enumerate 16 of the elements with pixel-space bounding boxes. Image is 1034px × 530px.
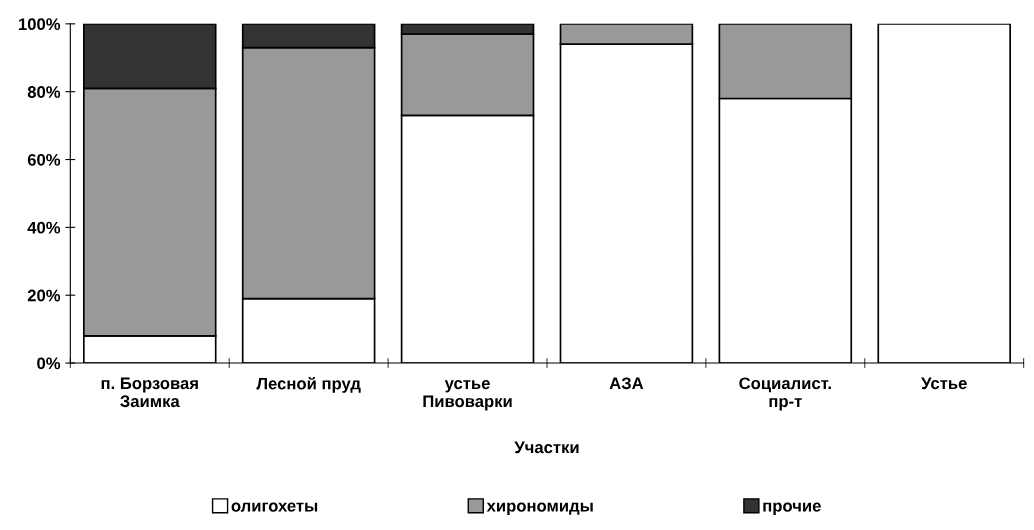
y-tick-label: 40% <box>27 221 61 234</box>
x-tick-label: Устье <box>921 377 967 390</box>
legend-label: олигохеты <box>231 502 318 512</box>
x-tick-label: п. Борзовая Заимка <box>101 377 198 408</box>
y-tick-label: 80% <box>27 86 61 98</box>
y-tick-label: 100% <box>19 18 61 31</box>
y-tick-label: 0% <box>37 357 61 370</box>
x-tick-label: устье Пивоварки <box>423 380 512 411</box>
y-tick-label: 60% <box>27 153 61 166</box>
legend-label: прочие <box>763 502 821 515</box>
x-tick-label: Социалист. пр-т <box>739 377 831 411</box>
x-axis-title: Участки <box>514 441 579 454</box>
x-tick-label: АЗА <box>609 377 644 390</box>
x-tick-label: Лесной пруд <box>256 376 361 393</box>
legend-label: хирономиды <box>486 502 593 515</box>
y-tick-label: 20% <box>27 289 61 302</box>
